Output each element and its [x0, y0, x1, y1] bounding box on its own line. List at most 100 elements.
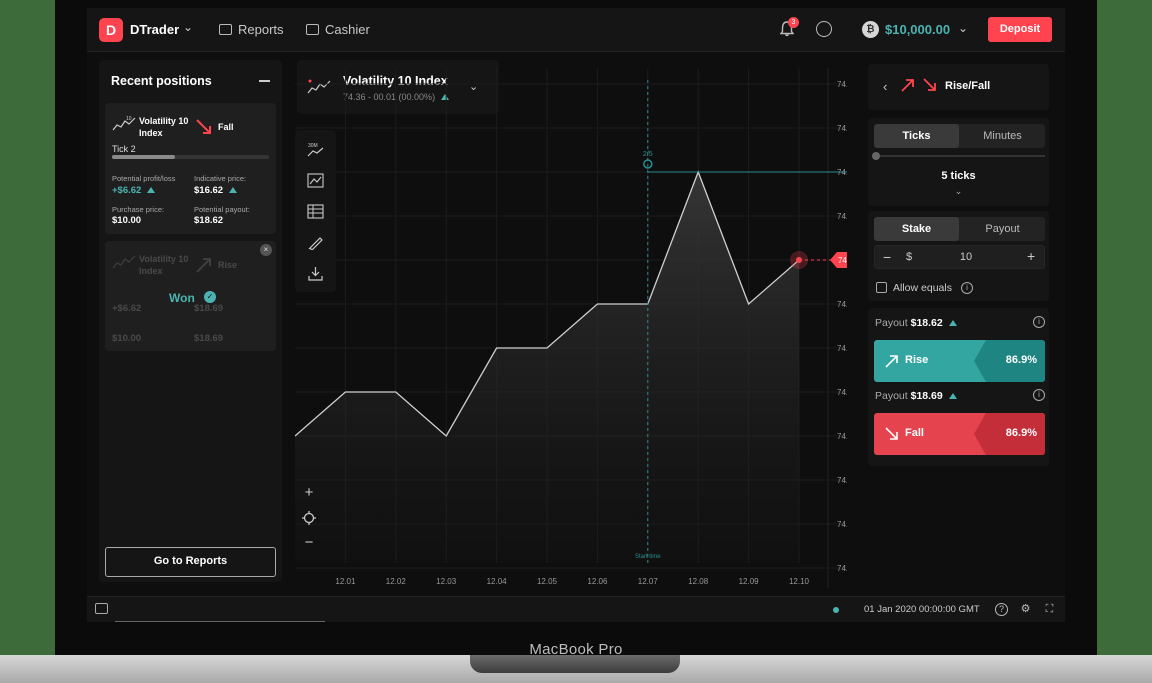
x-tick-label: 12.05: [537, 577, 558, 586]
x-tick-label: 12.07: [638, 577, 659, 586]
app-brand[interactable]: DTrader: [130, 22, 180, 37]
info-icon[interactable]: i: [1033, 389, 1045, 401]
fall-percent: 86.9%: [1005, 427, 1037, 439]
profit-value-text: +$6.62: [112, 185, 142, 196]
notification-badge: 3: [788, 17, 799, 28]
x-tick-label: 12.03: [436, 577, 457, 586]
purchase-value: $10.00: [112, 333, 142, 344]
app-screen: D DTrader ⌄ Reports Cashier 3 ₿ $10,000.…: [87, 8, 1065, 622]
laptop-hinge: [470, 655, 680, 673]
indicators-icon[interactable]: [307, 204, 324, 219]
drawing-tools-icon[interactable]: [307, 235, 324, 250]
duration-slider[interactable]: [874, 155, 1045, 157]
duration-value[interactable]: 5 ticks: [941, 170, 976, 182]
recent-positions-panel: Recent positions 10 Volatility 10 Index …: [99, 60, 282, 582]
svg-text:30M: 30M: [308, 143, 318, 149]
duration-widget: Ticks Minutes 5 ticks ⌄: [868, 118, 1049, 206]
position-card-won[interactable]: Volatility 10 Index Rise +$6.62 $18.69 $…: [105, 241, 276, 351]
allow-equals-checkbox[interactable]: [876, 282, 887, 293]
trade-type-selector[interactable]: ‹ Rise/Fall: [868, 64, 1049, 110]
help-icon[interactable]: ?: [995, 603, 1008, 616]
tab-stake[interactable]: Stake: [874, 217, 959, 241]
increment-button[interactable]: +: [1027, 248, 1036, 264]
chevron-down-icon[interactable]: ⌄: [958, 21, 969, 35]
decrement-button[interactable]: −: [883, 249, 892, 265]
volatility-index-icon: 10: [112, 116, 136, 131]
chevron-down-icon: ⌄: [469, 81, 479, 93]
stake-value[interactable]: 10: [959, 251, 973, 263]
deriv-logo[interactable]: D: [99, 18, 123, 42]
y-tick-label: 74.30: [837, 520, 847, 529]
chevron-down-icon[interactable]: ⌄: [183, 20, 194, 34]
fall-percent-area: 86.9%: [974, 413, 1045, 455]
market-price-text: 74.36 - 00.01 (00.00%): [343, 92, 436, 102]
y-tick-label: 74.35: [837, 300, 847, 309]
rise-arrow-icon: [901, 79, 914, 92]
allow-equals-label[interactable]: Allow equals: [893, 282, 952, 294]
profit-value: +$6.62: [112, 185, 156, 196]
position-card-open[interactable]: 10 Volatility 10 Index Fall Tick 2 Poten…: [105, 103, 276, 234]
zoom-out-button[interactable]: −: [304, 534, 314, 551]
x-tick-label: 12.02: [386, 577, 407, 586]
purchase-rise-button[interactable]: Rise 86.9%: [874, 340, 1045, 382]
x-tick-label: 12.06: [587, 577, 608, 586]
currency-icon[interactable]: ₿: [862, 21, 879, 38]
chart-interval-icon[interactable]: 30M: [307, 142, 324, 157]
chart-type-icon[interactable]: [307, 173, 324, 188]
fall-arrow-icon: [885, 427, 898, 440]
positions-icon[interactable]: [95, 603, 108, 614]
indicative-value-text: $16.62: [194, 185, 224, 196]
account-icon[interactable]: [816, 21, 832, 37]
y-tick-label: 74.34: [837, 344, 847, 353]
close-icon[interactable]: ×: [260, 244, 272, 256]
contract-type: Fall: [218, 122, 234, 132]
rise-payout-value: $18.62: [910, 317, 943, 329]
stake-input[interactable]: − $ 10 +: [874, 245, 1045, 269]
price-chart[interactable]: Start time 2/5 74.36 74.40 74.39 74.38 74.37 74…: [295, 68, 847, 588]
x-tick-label: 12.08: [688, 577, 709, 586]
nav-cashier[interactable]: Cashier: [306, 22, 370, 37]
account-balance[interactable]: $10,000.00: [885, 22, 951, 37]
tab-minutes[interactable]: Minutes: [983, 130, 1022, 142]
crosshair-icon[interactable]: [302, 511, 316, 525]
amount-widget: Stake Payout − $ 10 + Allow equals i: [868, 211, 1049, 301]
tick-progress-fill: [112, 155, 175, 159]
profit-value: +$6.62: [112, 303, 142, 314]
rise-arrow-icon: [885, 355, 898, 368]
slider-handle[interactable]: [872, 152, 880, 160]
reports-icon: [219, 24, 232, 35]
minimize-icon[interactable]: [259, 80, 270, 82]
start-time-label: Start time: [635, 554, 661, 560]
purchase-label: Purchase price:: [112, 205, 165, 214]
panel-title: Recent positions: [111, 74, 212, 88]
deposit-button[interactable]: Deposit: [988, 17, 1052, 42]
info-icon[interactable]: i: [1033, 316, 1045, 328]
tab-payout[interactable]: Payout: [985, 223, 1020, 235]
info-icon[interactable]: i: [961, 282, 973, 294]
y-tick-label: 74.40: [837, 80, 847, 89]
current-price-label: 74.36: [838, 256, 847, 265]
chevron-down-icon[interactable]: ⌄: [954, 186, 963, 196]
chevron-left-icon[interactable]: ‹: [883, 79, 888, 94]
cashier-icon: [306, 24, 319, 35]
up-triangle-icon: [441, 94, 450, 100]
footer-divider: [115, 621, 325, 622]
fall-arrow-icon: [196, 119, 211, 134]
settings-icon[interactable]: ⚙: [1020, 603, 1031, 615]
indicative-value: $16.62: [194, 185, 238, 196]
nav-reports[interactable]: Reports: [219, 22, 284, 37]
nav-cashier-label: Cashier: [325, 22, 370, 37]
purchase-fall-button[interactable]: Fall 86.9%: [874, 413, 1045, 455]
y-tick-label: 74.38: [837, 168, 847, 177]
up-triangle-icon: [948, 320, 957, 326]
rise-arrow-icon: [196, 258, 211, 273]
go-to-reports-button[interactable]: Go to Reports: [105, 547, 276, 577]
download-icon[interactable]: [307, 266, 324, 281]
fullscreen-icon[interactable]: ⛶: [1045, 603, 1054, 615]
fall-payout-label: Payout: [875, 390, 908, 402]
zoom-in-button[interactable]: +: [304, 484, 314, 501]
tick-progress-bar: [112, 155, 269, 159]
chart-toolbar: 30M: [295, 130, 336, 292]
purchase-widget: Payout $18.62 i Rise 86.9% Payout $18.69…: [868, 308, 1049, 466]
tab-ticks[interactable]: Ticks: [874, 124, 959, 148]
